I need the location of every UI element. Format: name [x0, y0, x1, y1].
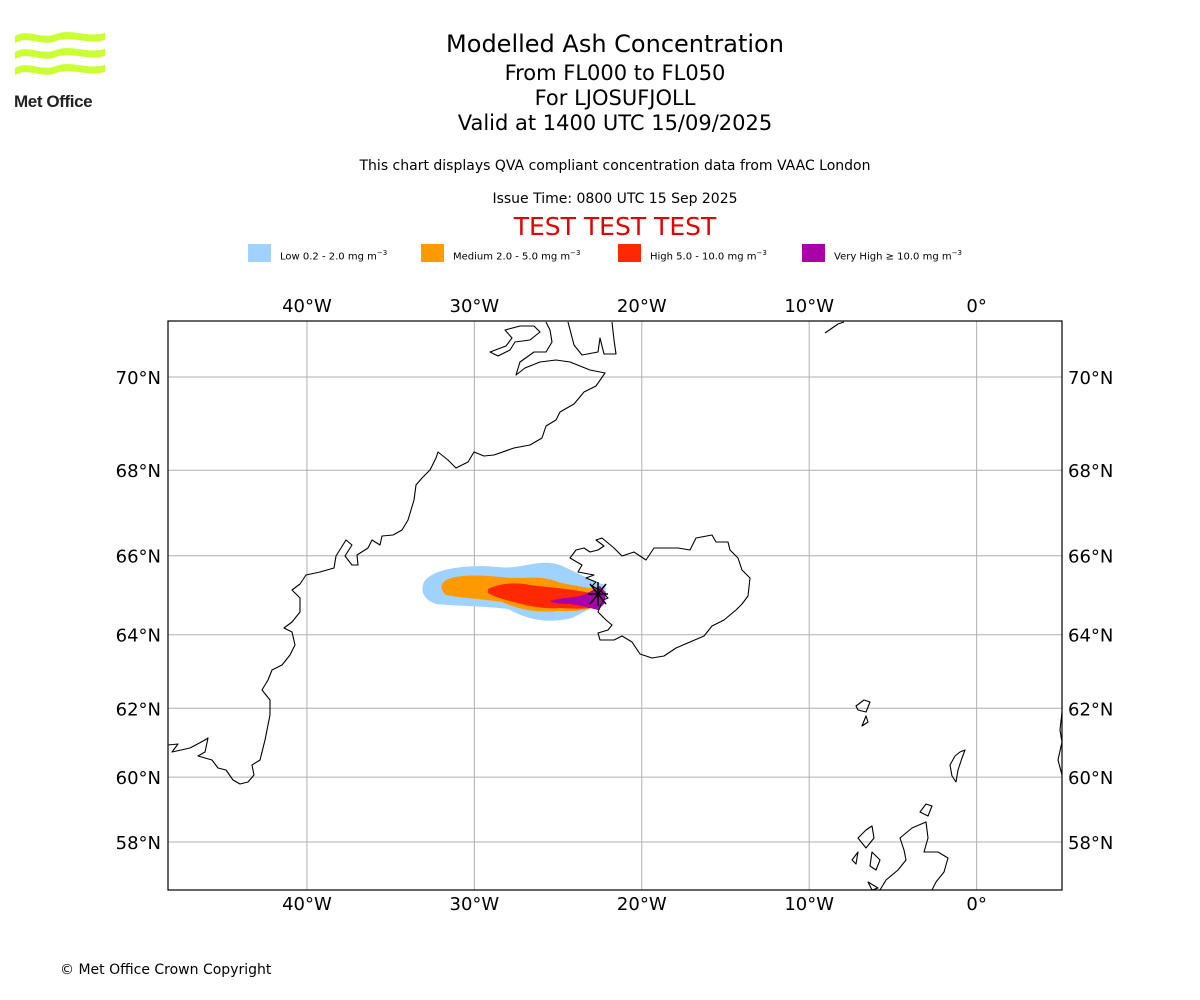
lon-tick-label-top: 0° [966, 296, 986, 317]
disclaimer: This chart displays QVA compliant concen… [359, 158, 871, 174]
axis-labels: 40°W 40°W 30°W 30°W 20°W 20°W 10°W 10°W 0° 0° 70°N… [116, 296, 1114, 915]
lat-tick-label-right: 70°N [1068, 368, 1113, 389]
grid-lines [168, 321, 1062, 890]
legend-swatch-high [618, 244, 641, 262]
wave-icon [15, 32, 105, 75]
legend-swatch-medium [421, 244, 444, 262]
ash-very-high-region [550, 586, 606, 610]
lon-tick-label-top: 40°W [282, 296, 332, 317]
logo-text: Met Office [14, 92, 93, 111]
copyright-notice: © Met Office Crown Copyright [60, 962, 272, 978]
valid-time: Valid at 1400 UTC 15/09/2025 [457, 111, 773, 135]
legend-label-high: High 5.0 - 10.0 mg m [650, 251, 757, 263]
legend-label-medium: Medium 2.0 - 5.0 mg m [453, 251, 571, 263]
lat-tick-label-right: 64°N [1068, 626, 1113, 647]
issue-time: Issue Time: 0800 UTC 15 Sep 2025 [492, 191, 738, 207]
lon-tick-label-bottom: 40°W [282, 894, 332, 915]
legend-exp-medium: −3 [570, 249, 581, 257]
lat-tick-label-right: 62°N [1068, 699, 1113, 720]
volcano-marker-icon [588, 582, 608, 606]
chart-titles: Modelled Ash Concentration From FL000 to… [0, 28, 1200, 136]
lon-tick-label-bottom: 10°W [784, 894, 834, 915]
lat-tick-label-left: 60°N [116, 768, 161, 789]
lat-tick-label-left: 62°N [116, 699, 161, 720]
lat-tick-label-left: 68°N [116, 461, 161, 482]
lat-tick-label-right: 68°N [1068, 461, 1113, 482]
met-office-logo: Met Office [14, 30, 109, 112]
lat-tick-label-left: 66°N [116, 547, 161, 568]
lon-tick-label-top: 20°W [617, 296, 667, 317]
legend-exp-high: −3 [756, 249, 767, 257]
legend-exp-very-high: −3 [951, 249, 962, 257]
lon-tick-label-bottom: 30°W [450, 894, 500, 915]
legend-label-low: Low 0.2 - 2.0 mg m [280, 251, 377, 263]
lon-tick-label-bottom: 20°W [617, 894, 667, 915]
test-banner: TEST TEST TEST [513, 212, 717, 241]
lat-tick-label-right: 58°N [1068, 833, 1113, 854]
lon-tick-label-top: 30°W [450, 296, 500, 317]
map-frame [167, 320, 1063, 891]
legend-exp-low: −3 [376, 249, 388, 257]
flight-levels: From FL000 to FL050 [504, 61, 726, 85]
lat-tick-label-right: 60°N [1068, 768, 1113, 789]
lat-tick-label-left: 70°N [116, 368, 161, 389]
legend-swatch-low [248, 244, 271, 262]
volcano-name: For LJOSUFJOLL [534, 86, 696, 110]
lon-tick-label-top: 10°W [784, 296, 834, 317]
legend-label-very-high: Very High ≥ 10.0 mg m [834, 251, 952, 263]
lat-tick-label-left: 58°N [116, 833, 161, 854]
coastlines [168, 321, 1062, 890]
legend-swatch-very-high [802, 244, 825, 262]
lat-tick-label-left: 64°N [116, 626, 161, 647]
lat-tick-label-right: 66°N [1068, 547, 1113, 568]
lon-tick-label-bottom: 0° [966, 894, 986, 915]
chart-title: Modelled Ash Concentration [446, 30, 784, 58]
